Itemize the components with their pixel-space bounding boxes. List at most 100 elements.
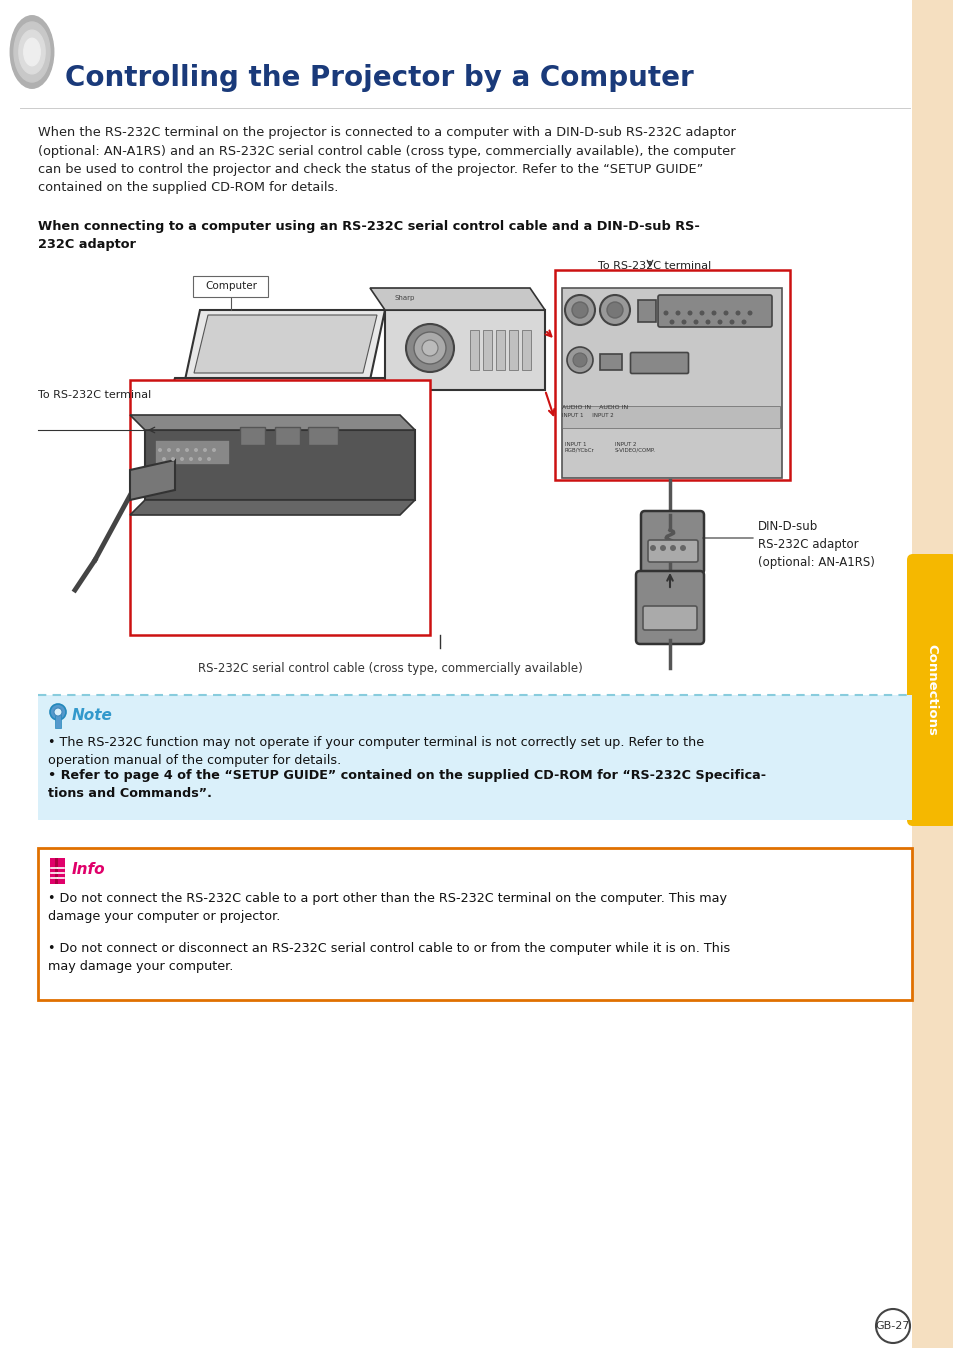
Polygon shape: [130, 460, 174, 500]
Polygon shape: [165, 377, 410, 410]
Polygon shape: [385, 310, 544, 390]
Circle shape: [735, 310, 740, 315]
Text: INPUT 1     INPUT 2: INPUT 1 INPUT 2: [561, 412, 613, 418]
Circle shape: [162, 457, 166, 461]
Bar: [470, 330, 478, 369]
Bar: [308, 427, 337, 445]
Bar: [555, 270, 789, 480]
Text: Sharp: Sharp: [395, 295, 415, 301]
Bar: [50, 857, 58, 884]
Circle shape: [171, 457, 174, 461]
Text: Computer: Computer: [205, 280, 256, 291]
FancyBboxPatch shape: [630, 352, 688, 373]
Bar: [240, 427, 265, 445]
Circle shape: [203, 448, 207, 452]
Circle shape: [649, 545, 656, 551]
Text: INPUT 1
RGB/YCbCr: INPUT 1 RGB/YCbCr: [564, 442, 594, 453]
Text: • The RS-232C function may not operate if your computer terminal is not correctl: • The RS-232C function may not operate i…: [48, 736, 703, 767]
FancyBboxPatch shape: [658, 295, 771, 328]
Circle shape: [729, 319, 734, 325]
Text: AUDIO IN    AUDIO IN: AUDIO IN AUDIO IN: [561, 404, 628, 410]
Circle shape: [680, 319, 686, 325]
Bar: [38, 696, 911, 820]
Text: To RS-232C terminal: To RS-232C terminal: [38, 390, 152, 400]
FancyBboxPatch shape: [636, 572, 703, 644]
Circle shape: [699, 310, 703, 315]
Bar: [521, 330, 531, 369]
Polygon shape: [185, 310, 385, 380]
Circle shape: [566, 346, 593, 373]
Circle shape: [722, 310, 728, 315]
Circle shape: [687, 310, 692, 315]
Circle shape: [659, 545, 665, 551]
Circle shape: [54, 708, 62, 716]
Circle shape: [572, 302, 587, 318]
Text: INPUT 2
S-VIDEO/COMP.: INPUT 2 S-VIDEO/COMP.: [615, 442, 656, 453]
Text: Connections: Connections: [924, 644, 938, 736]
FancyBboxPatch shape: [647, 541, 698, 562]
Circle shape: [875, 1309, 909, 1343]
Polygon shape: [156, 410, 417, 422]
Circle shape: [679, 545, 685, 551]
Bar: [638, 301, 656, 322]
Text: • Do not connect or disconnect an RS-232C serial control cable to or from the co: • Do not connect or disconnect an RS-232…: [48, 942, 729, 973]
Circle shape: [740, 319, 745, 325]
Text: When the RS-232C terminal on the projector is connected to a computer with a DIN: When the RS-232C terminal on the project…: [38, 125, 735, 194]
Bar: [274, 427, 299, 445]
Bar: [57, 857, 65, 884]
Text: When connecting to a computer using an RS-232C serial control cable and a DIN-D-: When connecting to a computer using an R…: [38, 220, 700, 251]
Text: • Do not connect the RS-232C cable to a port other than the RS-232C terminal on : • Do not connect the RS-232C cable to a …: [48, 892, 726, 923]
Circle shape: [189, 457, 193, 461]
Circle shape: [662, 310, 668, 315]
Bar: [55, 857, 58, 884]
Circle shape: [50, 704, 66, 720]
Circle shape: [198, 457, 202, 461]
Circle shape: [675, 310, 679, 315]
Circle shape: [705, 319, 710, 325]
Circle shape: [212, 448, 215, 452]
Text: GB-27: GB-27: [875, 1321, 909, 1330]
Polygon shape: [193, 315, 376, 373]
Circle shape: [185, 448, 189, 452]
Polygon shape: [145, 430, 415, 500]
Polygon shape: [154, 439, 230, 465]
Bar: [561, 288, 781, 479]
Circle shape: [167, 448, 171, 452]
Text: Info: Info: [71, 863, 106, 878]
Circle shape: [717, 319, 721, 325]
Circle shape: [573, 353, 586, 367]
Circle shape: [747, 310, 752, 315]
FancyBboxPatch shape: [640, 511, 703, 574]
Circle shape: [180, 457, 184, 461]
Ellipse shape: [19, 30, 45, 74]
Text: To RS-232C terminal: To RS-232C terminal: [598, 262, 711, 271]
Circle shape: [207, 457, 211, 461]
Circle shape: [693, 319, 698, 325]
Circle shape: [193, 448, 198, 452]
FancyBboxPatch shape: [642, 607, 697, 630]
Text: • Refer to page 4 of the “SETUP GUIDE” contained on the supplied CD-ROM for “RS-: • Refer to page 4 of the “SETUP GUIDE” c…: [48, 768, 765, 799]
Polygon shape: [130, 500, 415, 515]
FancyBboxPatch shape: [906, 554, 953, 826]
Text: Note: Note: [71, 709, 112, 724]
Ellipse shape: [14, 22, 50, 82]
Circle shape: [175, 448, 180, 452]
Circle shape: [599, 295, 629, 325]
Bar: [599, 355, 621, 369]
Ellipse shape: [10, 16, 53, 88]
Bar: [509, 330, 517, 369]
Text: DIN-D-sub
RS-232C adaptor
(optional: AN-A1RS): DIN-D-sub RS-232C adaptor (optional: AN-…: [758, 520, 874, 569]
Ellipse shape: [24, 38, 40, 66]
Circle shape: [406, 324, 454, 372]
Bar: [496, 330, 504, 369]
Circle shape: [606, 302, 622, 318]
Circle shape: [421, 340, 437, 356]
Polygon shape: [130, 415, 415, 430]
Text: RS-232C serial control cable (cross type, commercially available): RS-232C serial control cable (cross type…: [197, 662, 581, 675]
Polygon shape: [370, 288, 544, 310]
Bar: [482, 330, 492, 369]
Circle shape: [669, 319, 674, 325]
Bar: [55, 714, 61, 728]
Circle shape: [669, 545, 676, 551]
Circle shape: [711, 310, 716, 315]
